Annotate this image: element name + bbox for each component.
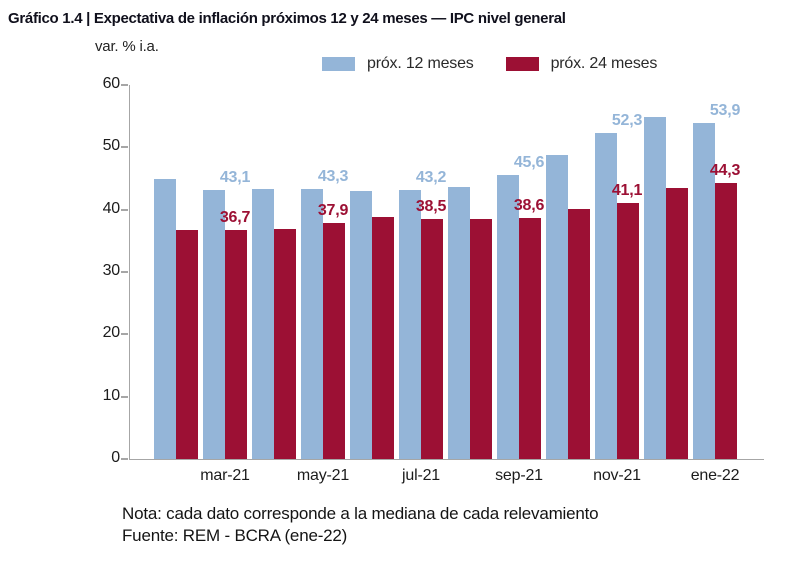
bar-24m-ago-21 — [470, 219, 492, 459]
y-axis-tick — [121, 271, 128, 273]
value-label-24m-ene-22: 44,3 — [709, 161, 741, 179]
x-tick-label-jul-21: jul-21 — [402, 467, 440, 484]
bar-24m-jun-21 — [372, 217, 394, 459]
x-tick-label-nov-21: nov-21 — [593, 467, 641, 484]
chart-note: Nota: cada dato corresponde a la mediana… — [122, 504, 599, 523]
bar-24m-sep-21 — [519, 218, 541, 459]
value-label-24m-may-21: 37,9 — [317, 201, 349, 219]
bar-24m-nov-21 — [617, 202, 639, 459]
value-label-12m-jul-21: 43,2 — [415, 168, 447, 186]
bar-24m-jul-21 — [421, 219, 443, 459]
y-tick-label: 60 — [102, 75, 121, 92]
value-label-24m-jul-21: 38,5 — [415, 198, 447, 216]
legend-label: próx. 12 meses — [367, 55, 474, 72]
bar-12m-jun-21 — [350, 191, 372, 459]
y-tick-label: 50 — [102, 137, 121, 155]
y-tick-label: 40 — [102, 199, 121, 217]
legend-item-12m: próx. 12 meses — [322, 55, 474, 73]
bar-12m-dic-21 — [644, 117, 666, 459]
bar-12m-abr-21 — [252, 188, 274, 459]
legend-item-24m: próx. 24 meses — [505, 55, 658, 73]
bar-12m-nov-21 — [595, 133, 617, 459]
bar-24m-ene-22 — [715, 182, 737, 459]
x-tick-label-mar-21: mar-21 — [200, 467, 250, 484]
bar-12m-sep-21 — [497, 174, 519, 459]
y-axis-tick — [121, 333, 128, 336]
value-label-12m-may-21: 43,3 — [317, 168, 349, 186]
bar-12m-mar-21 — [203, 190, 225, 459]
bar-12m-jul-21 — [399, 189, 421, 459]
bar-12m-ene-22 — [693, 123, 715, 459]
legend-swatch-icon — [505, 57, 539, 71]
y-axis-tick — [121, 395, 128, 398]
legend-swatch-icon — [322, 57, 355, 71]
bar-24m-oct-21 — [568, 209, 590, 459]
y-axis-tick — [121, 458, 128, 460]
chart-source: Fuente: REM - BCRA (ene-22) — [122, 526, 348, 545]
value-label-12m-sep-21: 45,6 — [513, 153, 545, 171]
value-label-24m-nov-21: 41,1 — [611, 181, 643, 199]
y-axis-tick — [121, 208, 128, 211]
y-tick-label: 30 — [102, 262, 121, 279]
bar-24m-feb-21 — [176, 229, 198, 459]
plot-area: 0 10 20 30 40 50 60 43,1 36,7 43,3 37,9 43,2 38,5 45,… — [103, 75, 764, 484]
bar-24m-may-21 — [323, 222, 345, 459]
y-axis-tick — [121, 146, 128, 149]
y-axis-tick — [121, 84, 128, 86]
x-tick-label-may-21: may-21 — [296, 467, 350, 484]
bar-12m-oct-21 — [546, 155, 568, 459]
x-tick-label-ene-22: ene-22 — [690, 467, 740, 484]
y-tick-label: 0 — [111, 449, 120, 466]
y-axis-unit-label: var. % i.a. — [95, 38, 159, 55]
legend-label: próx. 24 meses — [550, 55, 658, 72]
bar-12m-may-21 — [301, 189, 323, 459]
legend: próx. 12 meses próx. 24 meses — [322, 55, 657, 73]
bar-24m-abr-21 — [274, 229, 296, 459]
bar-24m-mar-21 — [225, 230, 247, 459]
x-tick-label-sep-21: sep-21 — [495, 467, 543, 484]
value-label-24m-mar-21: 36,7 — [219, 209, 251, 227]
value-label-12m-mar-21: 43,1 — [219, 169, 251, 187]
y-tick-label: 10 — [102, 386, 121, 404]
value-label-12m-nov-21: 52,3 — [611, 111, 643, 129]
value-label-24m-sep-21: 38,6 — [513, 197, 545, 215]
bar-12m-feb-21 — [154, 178, 176, 459]
bar-12m-ago-21 — [448, 186, 470, 459]
chart-title: Gráfico 1.4 | Expectativa de inflación p… — [8, 10, 566, 27]
y-tick-label: 20 — [102, 324, 121, 342]
bar-24m-dic-21 — [666, 187, 688, 459]
value-label-12m-ene-22: 53,9 — [709, 102, 741, 120]
